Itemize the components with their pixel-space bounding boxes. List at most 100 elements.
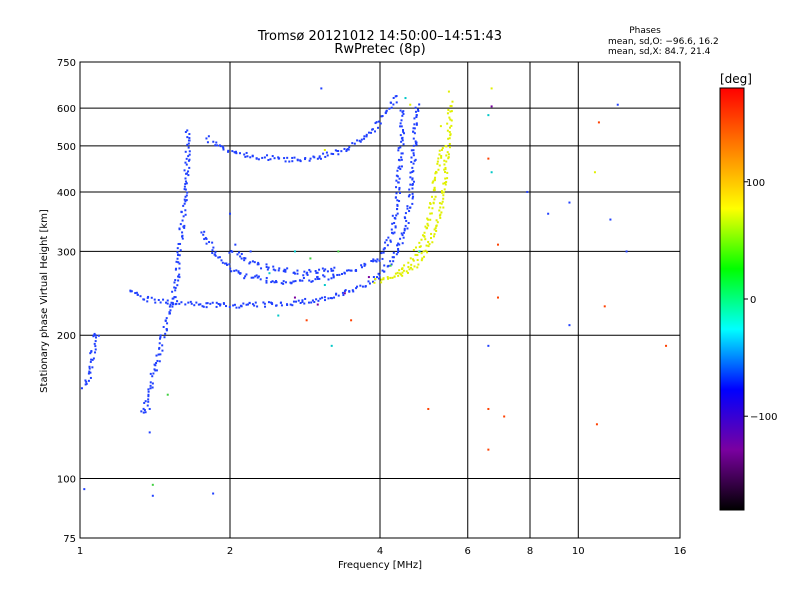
x-tick-label: 10: [572, 546, 585, 557]
colorbar-tick-label: 100: [746, 178, 765, 189]
echo-point: [280, 304, 283, 307]
echo-point: [220, 259, 223, 262]
echo-point: [411, 183, 414, 186]
echo-point: [435, 219, 438, 222]
echo-point: [243, 153, 246, 156]
echo-point: [263, 156, 266, 159]
echo-point: [211, 241, 214, 244]
echo-point: [188, 133, 191, 136]
echo-point: [87, 379, 90, 382]
echo-point: [397, 249, 400, 252]
echo-point: [283, 157, 286, 160]
echo-point: [414, 158, 417, 161]
echo-point: [150, 296, 153, 299]
echo-point: [293, 272, 296, 275]
echo-point: [490, 171, 493, 174]
echo-point: [414, 110, 417, 113]
echo-point: [377, 277, 380, 280]
echo-point: [419, 245, 422, 248]
echo-point: [399, 191, 402, 194]
echo-point: [178, 267, 181, 270]
echo-point: [334, 149, 337, 152]
colorbar-label: [deg]: [720, 72, 752, 86]
echo-point: [332, 273, 335, 276]
echo-point: [202, 233, 205, 236]
echo-point: [309, 257, 312, 260]
echo-point: [496, 296, 499, 299]
echo-point: [296, 272, 299, 275]
echo-point: [396, 175, 399, 178]
echo-point: [268, 272, 271, 275]
echo-point: [207, 135, 210, 138]
echo-point: [332, 269, 335, 272]
echo-point: [193, 304, 196, 307]
echo-point: [178, 254, 181, 257]
echo-point: [404, 224, 407, 227]
echo-point: [151, 375, 154, 378]
echo-point: [367, 276, 370, 279]
echo-point: [185, 194, 188, 197]
echo-point: [205, 306, 208, 309]
echo-point: [449, 110, 452, 113]
echo-point: [413, 127, 416, 130]
echo-point: [379, 122, 382, 125]
echo-point: [140, 410, 143, 413]
echo-point: [412, 137, 415, 140]
series-mixed: [268, 97, 493, 347]
echo-point: [327, 278, 330, 281]
echo-point: [401, 111, 404, 114]
echo-point: [436, 221, 439, 224]
echo-point: [184, 182, 187, 185]
echo-point: [326, 270, 329, 273]
echo-point: [330, 267, 333, 270]
echo-point: [293, 156, 296, 159]
echo-point: [447, 157, 450, 160]
echo-point: [396, 199, 399, 202]
colorbar: 100 0 −100: [719, 87, 777, 511]
echo-point: [249, 156, 252, 159]
echo-point: [183, 169, 186, 172]
echo-point: [183, 202, 186, 205]
echo-point: [254, 275, 257, 278]
echo-point: [372, 280, 375, 283]
echo-point: [135, 291, 138, 294]
echo-point: [412, 130, 415, 133]
echo-point: [238, 152, 241, 155]
echo-point: [446, 112, 449, 115]
echo-point: [251, 260, 254, 263]
echo-point: [428, 206, 431, 209]
echo-point: [436, 160, 439, 163]
echo-point: [286, 156, 289, 159]
y-tick-label: 750: [57, 58, 76, 69]
echo-point: [251, 303, 254, 306]
echo-point: [387, 277, 390, 280]
echo-point: [227, 150, 230, 153]
echo-point: [377, 272, 380, 275]
echo-point: [94, 345, 97, 348]
echo-point: [396, 271, 399, 274]
echo-point: [221, 261, 224, 264]
echo-point: [496, 243, 499, 246]
echo-point: [187, 170, 190, 173]
echo-point: [412, 180, 415, 183]
echo-point: [188, 150, 191, 153]
echo-point: [392, 256, 395, 259]
echo-point: [245, 151, 248, 154]
echo-point: [337, 149, 340, 152]
echo-point: [205, 237, 208, 240]
echo-point: [406, 207, 409, 210]
echo-point: [296, 269, 299, 272]
echo-point: [393, 216, 396, 219]
echo-point: [302, 276, 305, 279]
echo-point: [153, 298, 156, 301]
echo-point: [206, 141, 209, 144]
echo-point: [174, 289, 177, 292]
echo-point: [95, 336, 98, 339]
echo-point: [314, 278, 317, 281]
echo-point: [213, 253, 216, 256]
echo-point: [423, 235, 426, 238]
echo-point: [232, 304, 235, 307]
echo-point: [269, 158, 272, 161]
echo-point: [445, 145, 448, 148]
